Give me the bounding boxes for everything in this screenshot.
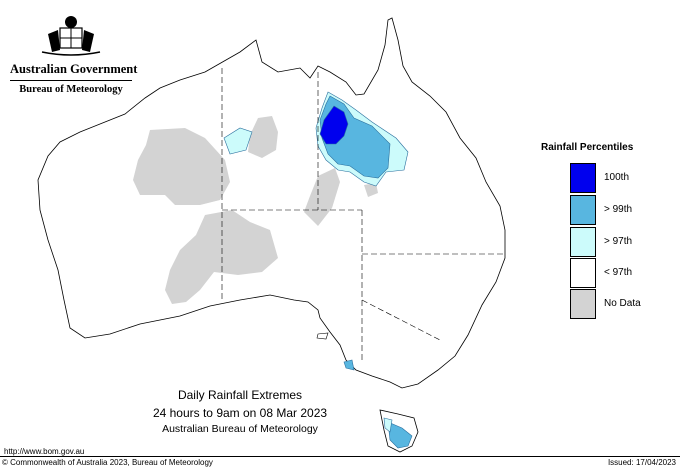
caption-title: Daily Rainfall Extremes (177, 388, 303, 402)
rainfall-97th-region-wa (223, 127, 253, 155)
state-borders (221, 68, 504, 360)
footer-divider (0, 456, 680, 457)
mainland-outline (37, 17, 506, 389)
legend-label: 100th (604, 172, 630, 183)
legend-label: > 97th (604, 236, 633, 247)
legend-label: No Data (604, 298, 641, 309)
no-data-region-east (304, 168, 340, 226)
border-nsw-vic (361, 299, 441, 341)
legend-swatch (570, 163, 596, 193)
rainfall-100th-region (319, 105, 349, 145)
legend-swatch (570, 289, 596, 319)
government-logo: Australian Government Bureau of Meteorol… (10, 12, 138, 95)
no-data-region-south-west (165, 210, 278, 304)
tasmania-99th-region (387, 421, 413, 449)
coat-of-arms-icon (41, 16, 101, 56)
legend-swatch (570, 195, 596, 225)
kangaroo-island (316, 332, 329, 340)
footer-issued: Issued: 17/04/2023 (607, 458, 676, 467)
caption-period: 24 hours to 9am on 08 Mar 2023 (152, 406, 328, 420)
caption-source: Australian Bureau of Meteorology (162, 423, 318, 435)
no-data-region-central-north (248, 116, 278, 158)
government-label: Australian Government (10, 62, 138, 76)
footer-copyright: © Commonwealth of Australia 2023, Bureau… (2, 458, 213, 467)
legend-swatch (570, 258, 596, 288)
no-data-regions (133, 116, 378, 304)
agency-label: Bureau of Meteorology (19, 84, 123, 95)
legend-title: Rainfall Percentiles (541, 142, 634, 153)
legend-label: < 97th (604, 267, 633, 278)
legend-label: > 99th (604, 204, 633, 215)
legend-swatch (570, 227, 596, 257)
no-data-region-west (133, 128, 230, 205)
logo-divider (10, 80, 132, 81)
spencer-gulf-region (343, 359, 355, 371)
no-data-region-qld (364, 183, 378, 197)
tasmania-97th-region (383, 417, 393, 433)
footer-url[interactable]: http://www.bom.gov.au (4, 447, 85, 456)
